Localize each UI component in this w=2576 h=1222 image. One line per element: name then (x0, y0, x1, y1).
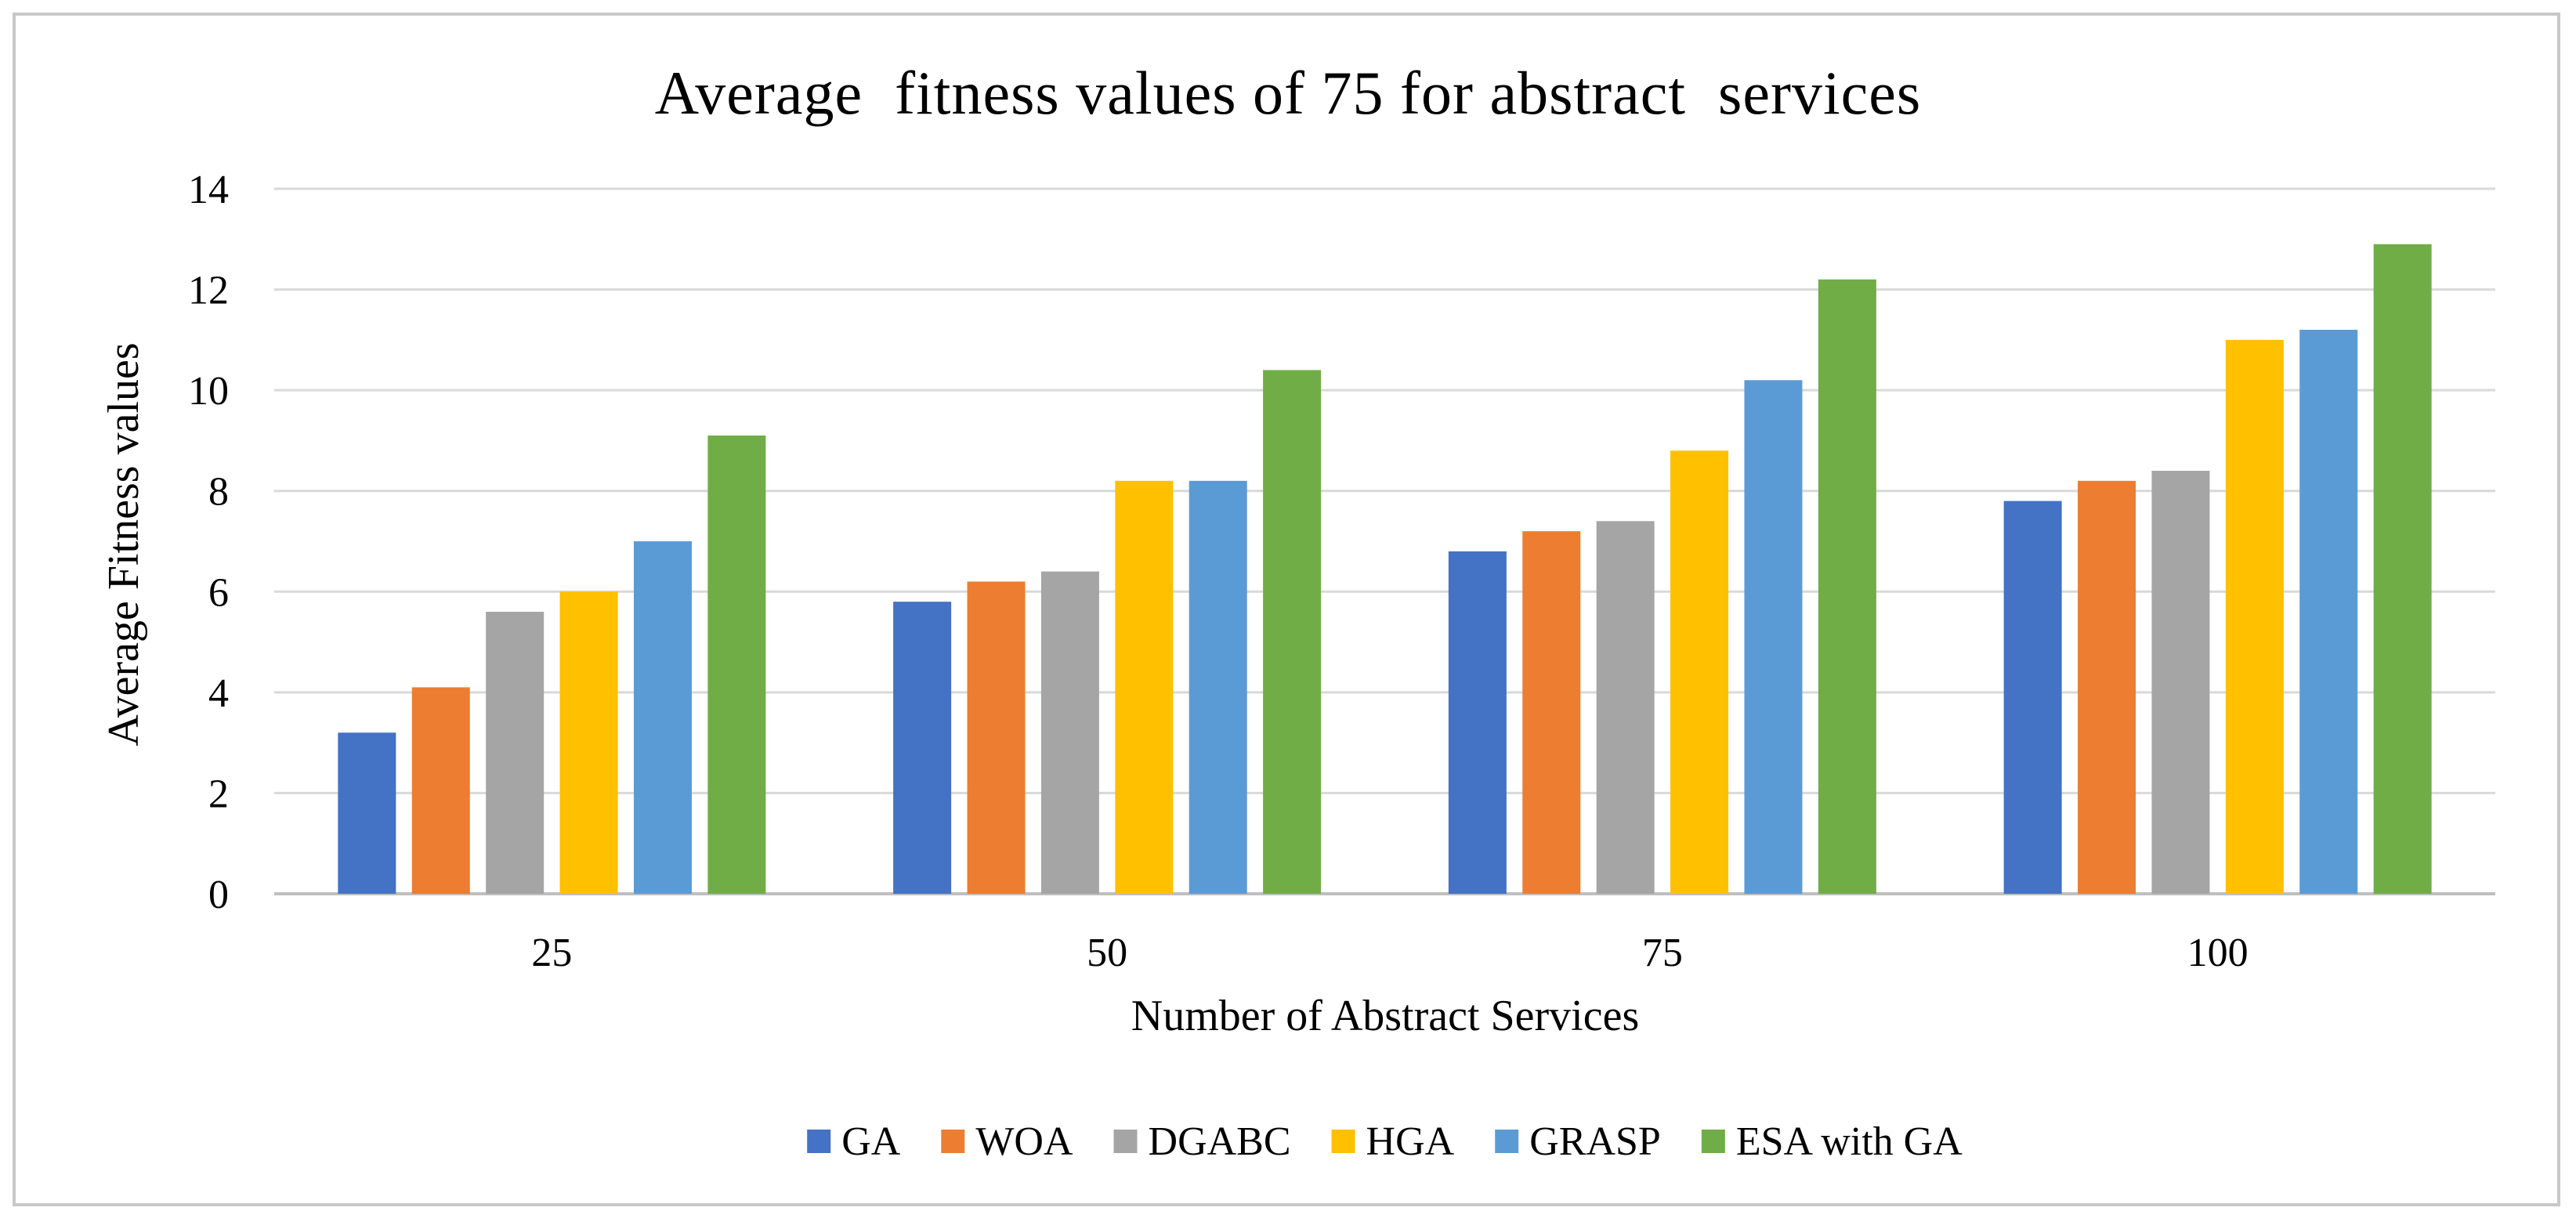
legend-swatch (1701, 1130, 1725, 1153)
bars (338, 244, 2432, 894)
bar-hga-100 (2225, 339, 2284, 894)
bar-esa-with-ga-100 (2373, 244, 2432, 894)
y-tick-label: 2 (208, 772, 229, 816)
x-tick-label: 75 (1642, 931, 1683, 975)
legend-item-esa-with-ga: ESA with GA (1701, 1119, 1963, 1164)
bar-esa-with-ga-25 (707, 436, 766, 894)
bar-dgabc-75 (1596, 521, 1655, 894)
bar-ga-50 (893, 602, 952, 894)
y-tick-label: 8 (208, 470, 229, 515)
legend-swatch (807, 1130, 831, 1153)
legend-label: GRASP (1529, 1119, 1661, 1164)
legend-swatch (1331, 1130, 1355, 1153)
legend-label: ESA with GA (1736, 1119, 1963, 1164)
bar-dgabc-100 (2151, 471, 2210, 894)
y-tick-label: 10 (188, 369, 229, 414)
x-tick-label: 50 (1087, 931, 1127, 975)
bar-woa-50 (967, 581, 1026, 894)
bar-esa-with-ga-50 (1263, 370, 1322, 894)
legend-item-woa: WOA (941, 1119, 1073, 1164)
bar-ga-75 (1448, 551, 1507, 894)
y-tick-label: 4 (208, 671, 229, 716)
bar-ga-100 (2003, 501, 2062, 894)
bar-hga-25 (559, 591, 618, 894)
bar-grasp-50 (1189, 480, 1247, 894)
bar-hga-75 (1670, 450, 1729, 894)
y-tick-label: 0 (208, 873, 229, 917)
bar-ga-25 (338, 732, 396, 894)
x-tick-label: 25 (531, 931, 572, 975)
bar-dgabc-25 (486, 612, 545, 894)
y-axis-label: Average Fitness values (99, 342, 148, 746)
legend-label: DGABC (1149, 1119, 1291, 1164)
bar-woa-25 (411, 687, 470, 894)
legend-label: HGA (1366, 1119, 1455, 1164)
y-tick-label: 14 (188, 168, 229, 212)
bar-grasp-25 (633, 541, 692, 894)
legend-swatch (1495, 1130, 1519, 1153)
bar-woa-75 (1522, 531, 1581, 894)
legend-item-dgabc: DGABC (1113, 1119, 1291, 1164)
legend-item-hga: HGA (1331, 1119, 1455, 1164)
legend-swatch (941, 1130, 965, 1153)
y-tick-label: 12 (188, 269, 229, 313)
bar-grasp-100 (2299, 330, 2358, 894)
legend: GA WOA DGABC HGA GRASP ESA with GA (807, 1119, 1963, 1164)
bar-hga-50 (1115, 480, 1174, 894)
chart-title: Average fitness values of 75 for abstrac… (655, 59, 1921, 127)
legend-item-ga: GA (807, 1119, 901, 1164)
legend-label: GA (841, 1119, 901, 1164)
x-axis-ticks: 25 50 75 100 (531, 931, 2248, 975)
x-tick-label: 100 (2187, 931, 2249, 975)
y-tick-label: 6 (208, 570, 229, 615)
bar-esa-with-ga-75 (1818, 279, 1876, 894)
x-axis-label: Number of Abstract Services (1131, 992, 1639, 1040)
bar-woa-100 (2078, 480, 2136, 894)
bar-grasp-75 (1744, 380, 1803, 894)
bar-dgabc-50 (1040, 571, 1099, 894)
y-axis-ticks: 0 2 4 6 8 10 12 14 (188, 168, 229, 917)
legend-item-grasp: GRASP (1495, 1119, 1661, 1164)
legend-swatch (1113, 1130, 1138, 1153)
legend-label: WOA (975, 1119, 1073, 1164)
